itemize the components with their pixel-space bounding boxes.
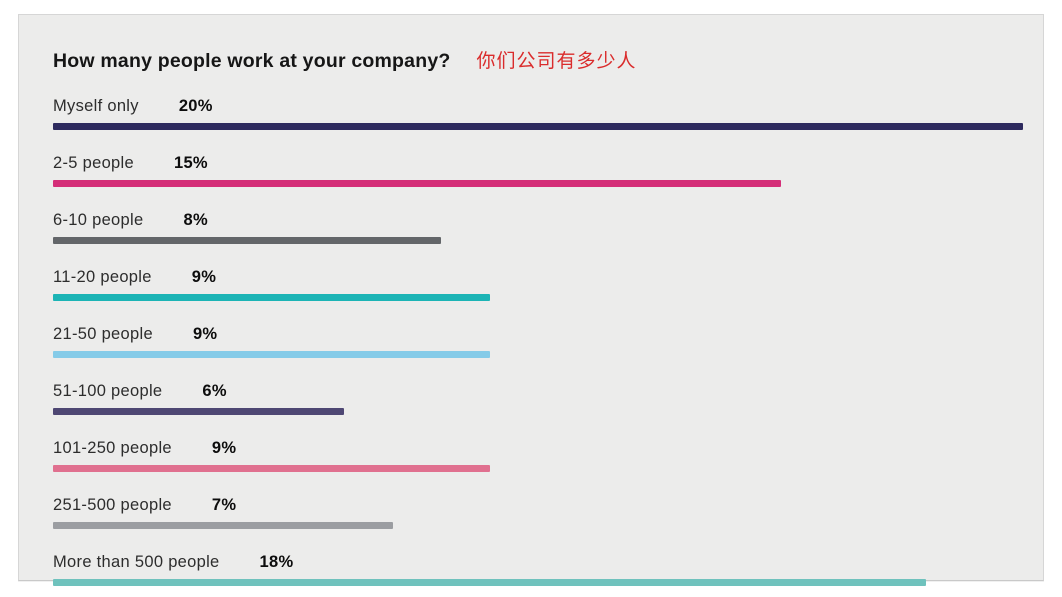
- value-label: 20%: [178, 97, 213, 115]
- bar-row: 11-20 people 9%: [53, 268, 1023, 301]
- bar-rows-container: Myself only 20% 2-5 people 15% 6-10 peop…: [53, 97, 1023, 586]
- chart-title-row: How many people work at your company? 你们…: [53, 46, 1021, 73]
- value-label: 6%: [202, 382, 227, 400]
- bar-row: 251-500 people 7%: [53, 496, 1023, 529]
- value-label: 7%: [211, 496, 237, 514]
- category-label: 51-100 people: [53, 382, 163, 400]
- chart-title: How many people work at your company?: [53, 50, 451, 72]
- value-label: 9%: [191, 268, 217, 286]
- category-label: 251-500 people: [53, 496, 172, 514]
- bar: [53, 579, 926, 586]
- bar-track: [53, 294, 1023, 301]
- bar-track: [53, 237, 1023, 244]
- bar-row: 21-50 people 9%: [53, 325, 1023, 358]
- bar: [53, 237, 441, 244]
- bar-row: Myself only 20%: [53, 97, 1023, 130]
- bar-track: [53, 579, 1023, 586]
- category-label: 11-20 people: [53, 268, 152, 286]
- bar-row: 6-10 people 8%: [53, 211, 1023, 244]
- bar-row: More than 500 people 18%: [53, 553, 1023, 586]
- category-label: 101-250 people: [53, 439, 172, 457]
- bar: [53, 123, 1023, 130]
- chart-title-translation: 你们公司有多少人: [476, 51, 637, 72]
- bar-track: [53, 465, 1023, 472]
- category-label: 6-10 people: [53, 211, 144, 229]
- bar: [53, 522, 393, 529]
- value-label: 8%: [183, 211, 208, 229]
- bar-track: [53, 351, 1023, 358]
- bar: [53, 180, 781, 187]
- bar-row: 51-100 people 6%: [53, 382, 1023, 415]
- bar-track: [53, 123, 1023, 130]
- bar: [53, 465, 490, 472]
- bar: [53, 294, 490, 301]
- category-label: 2-5 people: [53, 154, 134, 172]
- bar: [53, 351, 490, 358]
- value-label: 18%: [259, 553, 294, 571]
- category-label: More than 500 people: [53, 553, 220, 571]
- value-label: 9%: [211, 439, 237, 457]
- bar-track: [53, 408, 1023, 415]
- bar-track: [53, 180, 1023, 187]
- bar-track: [53, 522, 1023, 529]
- value-label: 15%: [173, 154, 208, 172]
- category-label: Myself only: [53, 97, 139, 115]
- bar-row: 2-5 people 15%: [53, 154, 1023, 187]
- category-label: 21-50 people: [53, 325, 153, 343]
- survey-chart-card: How many people work at your company? 你们…: [18, 14, 1044, 586]
- value-label: 9%: [192, 325, 218, 343]
- bar-row: 101-250 people 9%: [53, 439, 1023, 472]
- bar: [53, 408, 344, 415]
